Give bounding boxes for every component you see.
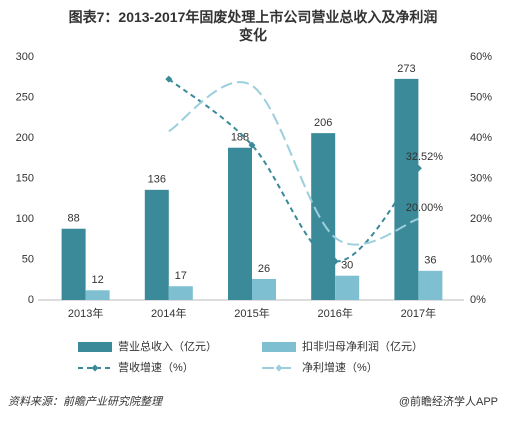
bar-value-label: 136	[148, 174, 166, 186]
legend-label: 净利增速（%）	[302, 360, 378, 374]
bar-value-label: 88	[67, 213, 79, 225]
y2-tick-label: 60%	[470, 51, 492, 63]
y-tick-label: 200	[16, 132, 34, 144]
bar-value-label: 26	[258, 263, 270, 275]
legend-label: 营业总收入（亿元）	[118, 339, 217, 353]
legend-label: 营收增速（%）	[118, 360, 194, 374]
bar-value-label: 36	[424, 255, 436, 267]
credit: @前瞻经济学人APP	[399, 394, 498, 408]
bar	[252, 278, 276, 300]
y2-tick-label: 40%	[470, 132, 492, 144]
y2-tick-label: 10%	[470, 253, 492, 265]
y-tick-label: 250	[16, 91, 34, 103]
legend-marker	[91, 364, 99, 372]
bar	[335, 275, 360, 300]
bar-value-label: 273	[397, 63, 415, 75]
bar	[418, 270, 443, 300]
bar-value-label: 17	[175, 270, 187, 282]
x-tick-label: 2014年	[151, 306, 186, 320]
legend-swatch	[78, 342, 112, 352]
bar	[61, 228, 86, 300]
legend-swatch	[262, 342, 296, 352]
y2-tick-label: 0%	[470, 294, 486, 306]
bar	[85, 290, 110, 300]
bar	[168, 286, 193, 300]
bar	[144, 189, 169, 300]
bar-value-label: 188	[231, 132, 249, 144]
legend-marker	[275, 364, 283, 372]
line-value-label: 32.52%	[406, 151, 444, 163]
bar-value-label: 30	[341, 260, 353, 272]
bar	[311, 133, 336, 300]
line	[168, 78, 420, 263]
y2-tick-label: 20%	[470, 213, 492, 225]
y2-tick-label: 30%	[470, 172, 492, 184]
line-marker	[165, 75, 173, 83]
x-tick-label: 2015年	[234, 306, 269, 320]
x-tick-label: 2013年	[68, 306, 103, 320]
bar-value-label: 206	[314, 117, 332, 129]
y-tick-label: 50	[22, 253, 34, 265]
bar-value-label: 12	[91, 274, 103, 286]
y-tick-label: 150	[16, 172, 34, 184]
line-marker	[248, 141, 256, 149]
line-marker	[331, 257, 339, 265]
line	[168, 81, 419, 246]
x-tick-label: 2017年	[401, 306, 436, 320]
y-tick-label: 100	[16, 213, 34, 225]
legend-label: 扣非归母净利润（亿元）	[302, 339, 423, 353]
bar	[394, 78, 419, 301]
y2-tick-label: 50%	[470, 91, 492, 103]
y-tick-label: 300	[16, 51, 34, 63]
line-marker	[414, 164, 422, 172]
y-tick-label: 0	[28, 294, 34, 306]
line-value-label: 20.00%	[406, 202, 444, 214]
bar	[228, 147, 252, 300]
chart-title: 图表7：2013-2017年固废处理上市公司营业总收入及净利润变化	[69, 9, 438, 43]
source: 资料来源：前瞻产业研究院整理	[8, 395, 164, 408]
x-tick-label: 2016年	[317, 306, 352, 320]
